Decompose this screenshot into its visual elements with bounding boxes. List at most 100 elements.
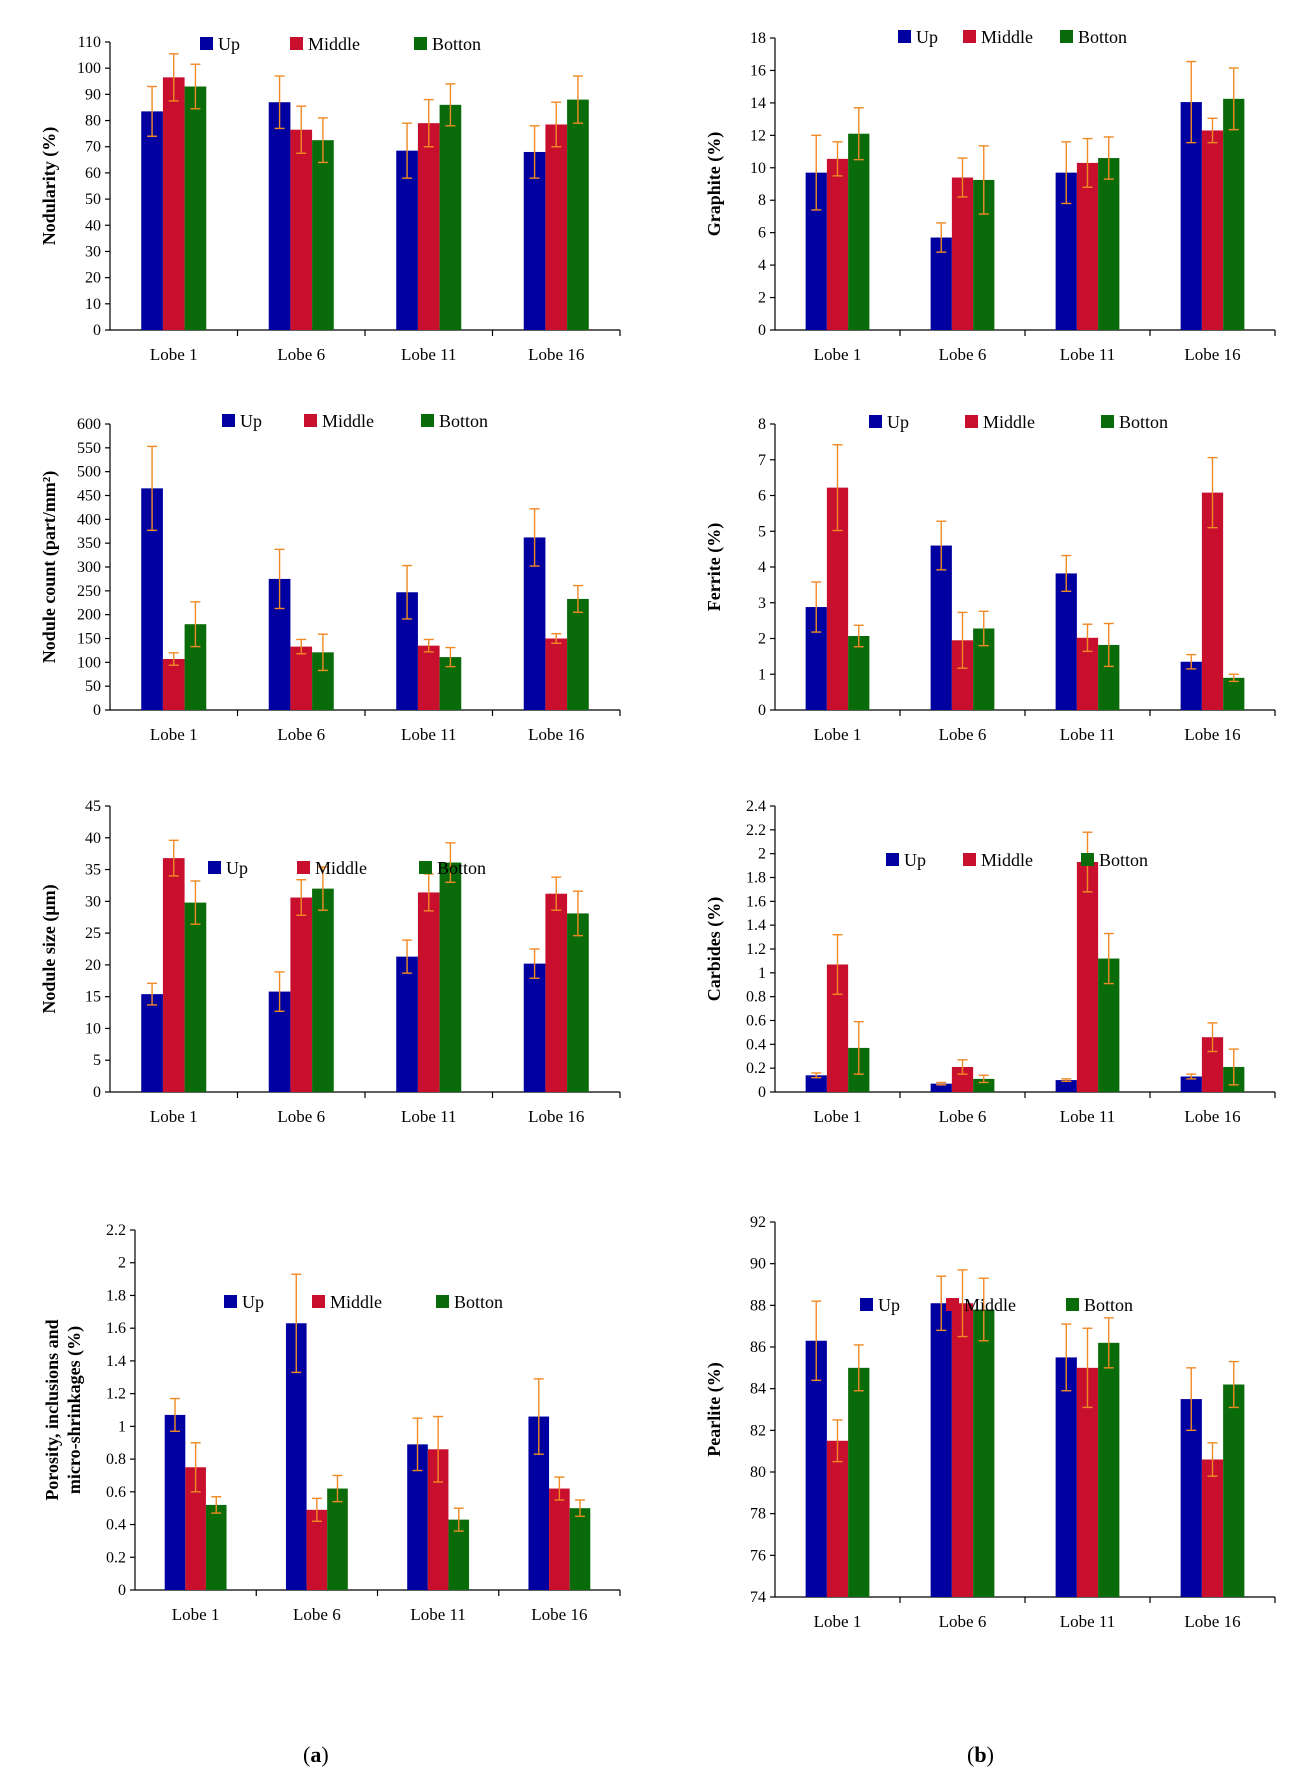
bar-botton-lobe1: [184, 624, 207, 710]
caption-b-close: ): [986, 1742, 994, 1767]
y-axis-label: Porosity, inclusions and: [42, 1319, 62, 1500]
bar-botton-lobe16: [1223, 98, 1245, 330]
x-tick-label: Lobe 16: [1184, 345, 1240, 364]
y-tick-label: 1.2: [106, 1386, 126, 1403]
x-tick-label: Lobe 16: [1184, 1612, 1240, 1631]
y-tick-label: 40: [85, 217, 101, 234]
y-axis-label: Carbides (%): [704, 897, 725, 1002]
chart-panel-7: 0 0.2 0.4 0.6 0.8 1 1.2 1.4 1.6 1.8 2 2.2 Lobe 1 Lobe…: [42, 1222, 621, 1624]
bar-botton-lobe1: [205, 1504, 227, 1590]
legend-swatch-up: [208, 861, 221, 874]
x-tick-label: Lobe 6: [277, 1107, 325, 1126]
legend-swatch-up: [886, 853, 899, 866]
legend-swatch-middle: [963, 853, 976, 866]
chart-panel-5: 0 5 10 15 20 25 30 35 40 45 Lobe 1 Lobe 6 Lobe 11 Lob…: [39, 798, 621, 1126]
x-tick-label: Lobe 16: [528, 1107, 584, 1126]
x-tick-label: Lobe 11: [1060, 345, 1116, 364]
bar-middle-lobe11: [1076, 637, 1099, 710]
bar-middle-lobe6: [290, 897, 313, 1092]
legend-swatch-middle: [290, 37, 303, 50]
bar-up-lobe1: [141, 994, 163, 1092]
caption-a-close: ): [321, 1742, 329, 1767]
bar-up-lobe11: [1055, 573, 1077, 710]
bar-middle-lobe1: [162, 77, 185, 330]
y-tick-label: 0: [758, 1084, 766, 1101]
legend-label-botton: Botton: [1078, 27, 1127, 47]
caption-a: (a): [303, 1742, 329, 1768]
y-tick-label: 1: [758, 965, 766, 982]
legend-label-botton: Botton: [437, 858, 486, 878]
x-tick-label: Lobe 11: [1060, 1107, 1116, 1126]
bar-middle-lobe1: [826, 1440, 849, 1597]
y-tick-label: 12: [750, 127, 766, 144]
y-tick-label: 0.4: [746, 1036, 766, 1053]
legend-swatch-up: [200, 37, 213, 50]
bar-middle-lobe11: [417, 123, 440, 330]
legend-label-botton: Botton: [432, 34, 481, 54]
bar-up-lobe6: [930, 1303, 952, 1597]
bar-middle-lobe16: [1201, 1037, 1224, 1092]
legend-label-botton: Botton: [1119, 412, 1168, 432]
bar-middle-lobe6: [951, 640, 974, 710]
legend-label-botton: Botton: [1099, 850, 1148, 870]
bar-middle-lobe6: [951, 1066, 974, 1092]
chart-panel-3: 0 50 100 150 200 250 300 350 400 450 500 550 600 Lobe…: [39, 411, 621, 744]
y-tick-label: 10: [750, 160, 766, 177]
y-tick-label: 300: [77, 559, 101, 576]
y-tick-label: 20: [85, 270, 101, 287]
bar-up-lobe1: [805, 1075, 827, 1092]
legend-swatch-middle: [963, 30, 976, 43]
bar-middle-lobe6: [951, 1303, 974, 1597]
bar-middle-lobe6: [290, 646, 313, 710]
legend-label-botton: Botton: [454, 1292, 503, 1312]
bar-botton-lobe6: [312, 652, 334, 710]
legend-swatch-botton: [414, 37, 427, 50]
y-axis-label: Pearlite (%): [704, 1362, 725, 1456]
y-tick-label: 74: [750, 1589, 766, 1606]
chart-panel-2: 0 2 4 6 8 10 12 14 16 18 Lobe 1 Lobe 6 Lobe 11 Lobe 1…: [704, 27, 1276, 364]
bar-middle-lobe16: [545, 893, 568, 1092]
y-tick-label: 200: [77, 607, 101, 624]
y-tick-label: 35: [85, 862, 101, 879]
y-tick-label: 76: [750, 1547, 766, 1564]
legend-label-middle: Middle: [983, 412, 1035, 432]
bar-middle-lobe16: [1201, 492, 1224, 710]
bar-up-lobe1: [141, 111, 163, 330]
y-tick-label: 0.2: [106, 1549, 126, 1566]
y-axis-label: micro-shrinkages (%): [64, 1326, 85, 1494]
x-tick-label: Lobe 11: [401, 725, 457, 744]
legend-swatch-botton: [1060, 30, 1073, 43]
x-tick-label: Lobe 16: [528, 725, 584, 744]
y-tick-label: 4: [758, 257, 766, 274]
y-axis-label: Nodularity (%): [39, 127, 60, 246]
y-tick-label: 82: [750, 1422, 766, 1439]
bar-up-lobe1: [164, 1414, 186, 1590]
y-tick-label: 0.6: [106, 1484, 126, 1501]
y-tick-label: 25: [85, 925, 101, 942]
x-tick-label: Lobe 6: [277, 345, 325, 364]
x-tick-label: Lobe 6: [293, 1605, 341, 1624]
x-tick-label: Lobe 11: [1060, 1612, 1116, 1631]
x-tick-label: Lobe 16: [1184, 1107, 1240, 1126]
bar-up-lobe16: [1180, 1076, 1202, 1092]
y-tick-label: 45: [85, 798, 101, 815]
bar-up-lobe6: [268, 578, 291, 710]
bar-middle-lobe11: [417, 892, 440, 1092]
bar-botton-lobe16: [1223, 1384, 1245, 1597]
x-tick-label: Lobe 11: [1060, 725, 1116, 744]
legend-swatch-botton: [421, 414, 434, 427]
y-tick-label: 6: [758, 225, 766, 242]
legend-swatch-middle: [946, 1298, 959, 1311]
bar-botton-lobe6: [312, 888, 334, 1092]
chart-panel-8: 74 76 78 80 82 84 86 88 90 92 Lobe 1 Lobe 6 Lobe 11 L…: [704, 1214, 1276, 1631]
bar-botton-lobe6: [312, 140, 334, 330]
bar-middle-lobe1: [826, 964, 849, 1092]
y-tick-label: 0: [93, 702, 101, 719]
y-tick-label: 4: [758, 559, 766, 576]
bar-botton-lobe11: [1098, 1342, 1120, 1597]
bar-botton-lobe1: [848, 635, 870, 710]
bar-botton-lobe6: [973, 628, 995, 710]
bar-up-lobe6: [268, 102, 291, 330]
y-tick-label: 18: [750, 30, 766, 47]
